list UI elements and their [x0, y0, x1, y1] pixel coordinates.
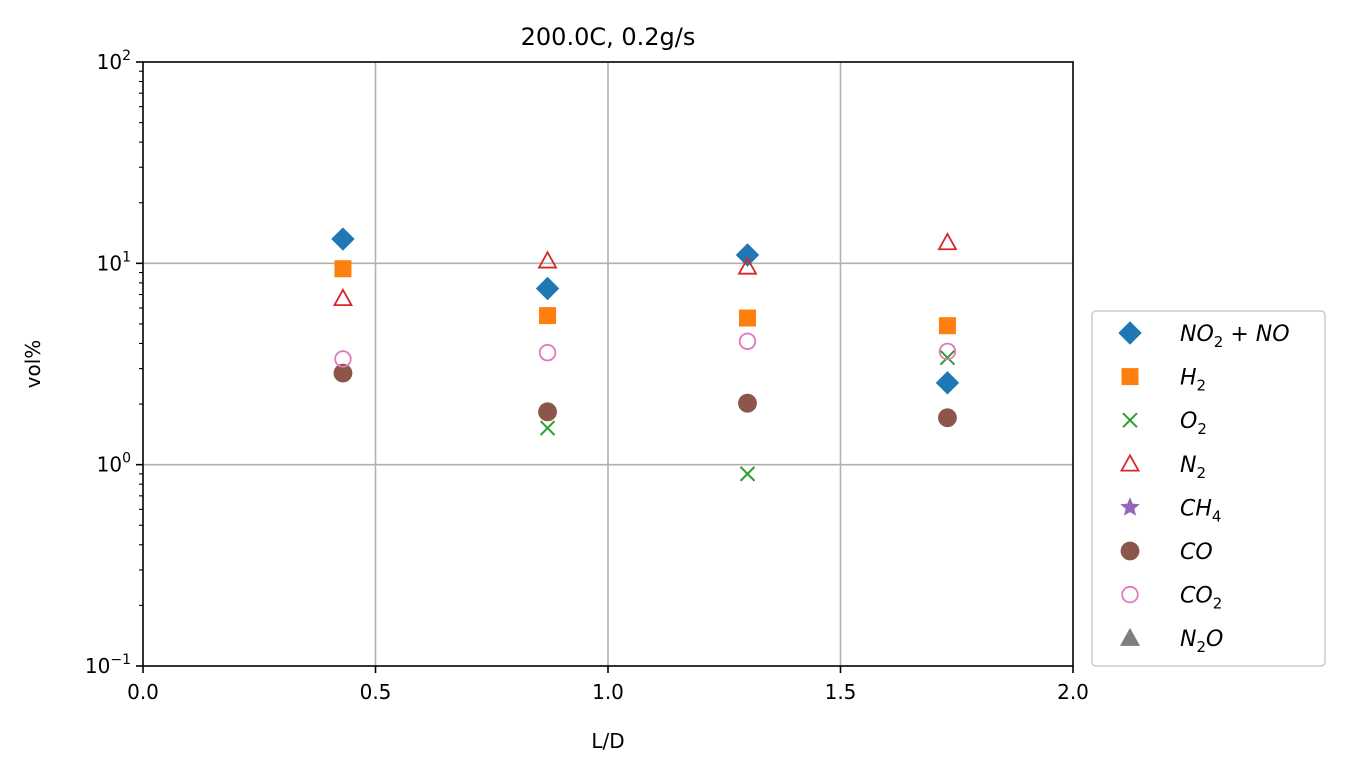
data-point	[739, 466, 756, 482]
series-no2-no	[331, 227, 960, 395]
y-axis-ticks: 10−1 100 101 102	[85, 48, 143, 678]
legend-frame	[1091, 310, 1326, 667]
data-point	[332, 287, 353, 307]
data-points	[331, 227, 960, 482]
data-point	[938, 342, 957, 361]
legend-label: CO	[1180, 540, 1213, 565]
x-tick-label: 0.0	[127, 680, 159, 704]
series-co2	[334, 332, 957, 368]
legend-entry: CH4	[1120, 496, 1221, 525]
x-tick-label: 0.5	[360, 680, 392, 704]
data-point	[738, 332, 757, 350]
x-axis-ticks: 0.0 0.5 1.0 1.5 2.0	[127, 666, 1089, 704]
y-tick-label: 101	[97, 249, 131, 275]
data-point	[539, 420, 556, 436]
legend-label: CO2	[1180, 584, 1222, 613]
legend-entry: N2	[1119, 453, 1206, 482]
legend-label: O2	[1180, 409, 1207, 438]
legend-marker	[1119, 627, 1141, 646]
legend-label: H2	[1180, 366, 1206, 395]
legend-label: N2	[1180, 453, 1206, 482]
legend-marker	[1122, 412, 1138, 428]
legend-marker	[1118, 321, 1142, 345]
y-axis-label: vol%	[21, 340, 45, 389]
y-tick-label: 102	[97, 48, 131, 74]
series-o2	[539, 349, 956, 482]
series-n2	[332, 232, 958, 307]
x-axis-label: L/D	[591, 729, 624, 753]
data-point	[535, 276, 560, 301]
legend-label: CH4	[1180, 496, 1221, 525]
grid-lines	[143, 62, 1073, 666]
data-point	[538, 402, 557, 422]
data-point	[739, 309, 756, 327]
y-tick-label: 100	[97, 451, 131, 477]
legend-entry: CO	[1120, 540, 1213, 565]
data-point	[937, 232, 958, 251]
series-h2	[334, 260, 956, 335]
legend-entry: CO2	[1121, 584, 1222, 613]
legend-label: NO2 + NO	[1180, 322, 1290, 351]
legend-label: N2O	[1180, 627, 1223, 656]
data-point	[939, 349, 956, 366]
legend-entry: N2O	[1119, 627, 1223, 656]
legend: NO2 + NO H2 O2 N2 CH4 CO CO2 N2O	[1091, 310, 1326, 667]
data-point	[738, 393, 757, 413]
data-point	[334, 260, 352, 278]
x-tick-label: 1.5	[825, 680, 857, 704]
data-point	[333, 363, 353, 383]
data-point	[737, 256, 758, 275]
data-point	[735, 243, 760, 267]
data-point	[334, 350, 352, 368]
legend-marker	[1119, 453, 1141, 472]
data-point	[938, 408, 957, 428]
data-point	[935, 371, 960, 395]
y-tick-label: 10−1	[85, 652, 131, 678]
data-point	[538, 343, 557, 362]
legend-entry: H2	[1121, 366, 1206, 395]
legend-marker	[1120, 541, 1140, 561]
data-point	[537, 250, 558, 269]
data-point	[938, 317, 956, 335]
chart-title: 200.0C, 0.2g/s	[521, 23, 696, 51]
legend-entry: NO2 + NO	[1118, 321, 1290, 351]
data-point	[331, 227, 355, 251]
legend-marker	[1121, 368, 1139, 386]
data-point	[539, 307, 557, 325]
series-co	[333, 363, 957, 428]
legend-marker	[1121, 585, 1139, 604]
x-tick-label: 2.0	[1057, 680, 1089, 704]
x-tick-label: 1.0	[592, 680, 624, 704]
legend-marker	[1120, 497, 1140, 516]
legend-entry: O2	[1122, 409, 1207, 438]
